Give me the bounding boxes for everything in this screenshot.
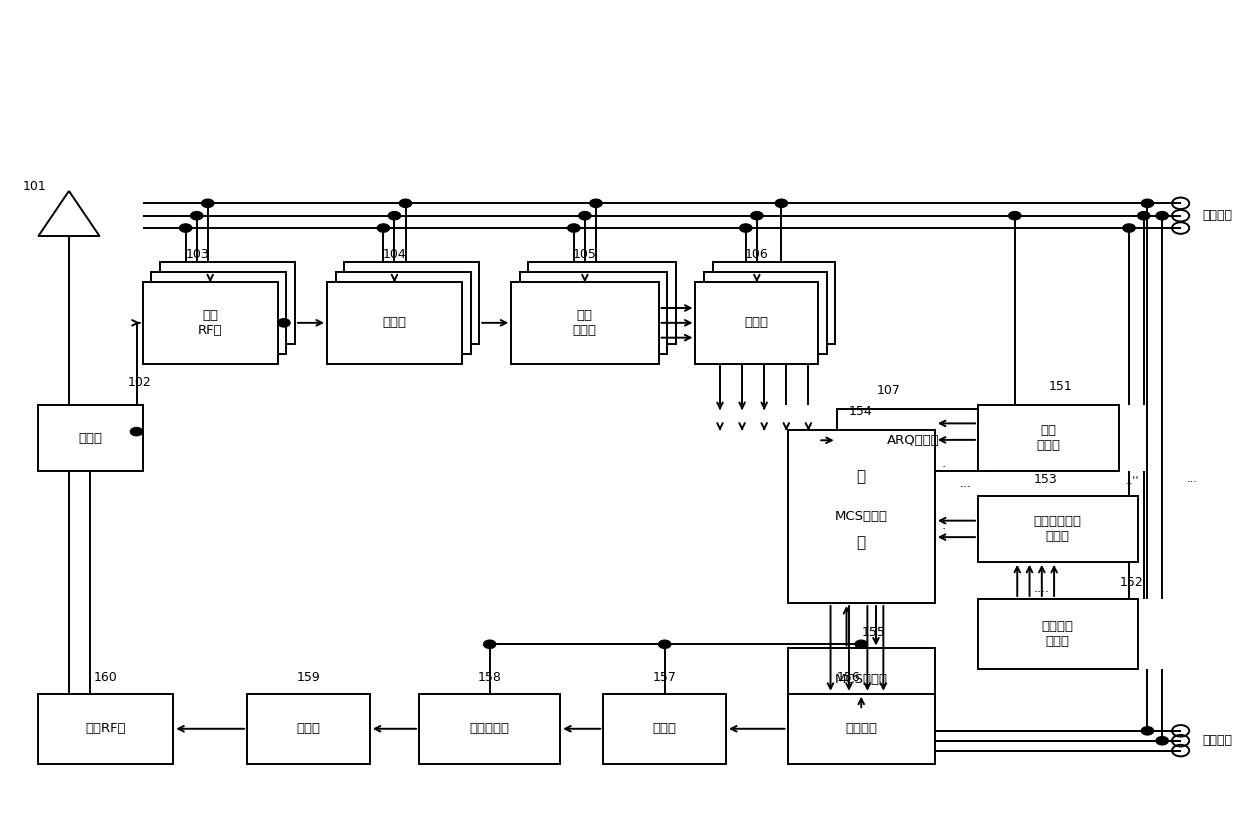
Text: ..'': ..'' (1126, 476, 1138, 486)
Bar (520, 272, 667, 354)
Bar (528, 262, 676, 344)
Circle shape (1137, 212, 1149, 220)
Text: 156: 156 (837, 671, 861, 684)
Text: :: : (941, 461, 945, 475)
Text: MCS选择表: MCS选择表 (835, 673, 888, 686)
Bar (511, 282, 658, 364)
Circle shape (388, 212, 401, 220)
Bar (345, 262, 479, 344)
Bar (787, 430, 935, 603)
Text: 纠错编码部: 纠错编码部 (470, 722, 510, 735)
Circle shape (1008, 212, 1021, 220)
Text: 107: 107 (877, 384, 900, 397)
Text: 106: 106 (744, 248, 769, 261)
Circle shape (1156, 737, 1168, 745)
Text: 发送队列: 发送队列 (846, 722, 877, 735)
Text: 155: 155 (862, 625, 885, 638)
Text: 152: 152 (1120, 576, 1143, 589)
Bar (151, 272, 286, 354)
Bar (978, 599, 1137, 669)
Bar (604, 694, 727, 764)
Circle shape (191, 212, 203, 220)
Text: 共用器: 共用器 (78, 432, 103, 445)
Bar (143, 282, 278, 364)
Circle shape (377, 224, 389, 232)
Text: :: : (941, 519, 945, 532)
Circle shape (399, 199, 412, 208)
Bar (327, 282, 463, 364)
Text: 160: 160 (93, 671, 118, 684)
Text: 用户
判定部: 用户 判定部 (1037, 424, 1060, 452)
Text: 153: 153 (1033, 473, 1056, 486)
Bar (787, 694, 935, 764)
Text: ：: ： (857, 469, 866, 485)
Circle shape (278, 318, 290, 327)
Circle shape (1156, 212, 1168, 220)
Bar (696, 282, 818, 364)
Text: 服务类别
判定部: 服务类别 判定部 (1042, 620, 1074, 648)
Bar (978, 405, 1120, 471)
Text: 解调部: 解调部 (382, 317, 407, 329)
Circle shape (590, 199, 603, 208)
Circle shape (856, 640, 868, 648)
Text: 154: 154 (849, 404, 873, 418)
Circle shape (775, 199, 787, 208)
Bar (38, 694, 174, 764)
Bar (38, 405, 143, 471)
Circle shape (750, 212, 763, 220)
Circle shape (202, 199, 213, 208)
Text: ...: ... (960, 477, 972, 490)
Text: 接收信号: 接收信号 (1203, 209, 1233, 222)
Text: 复用部: 复用部 (652, 722, 677, 735)
Circle shape (130, 428, 143, 436)
Bar (160, 262, 295, 344)
Bar (713, 262, 836, 344)
Circle shape (658, 640, 671, 648)
Text: 158: 158 (477, 671, 501, 684)
Bar (336, 272, 471, 354)
Text: 105: 105 (573, 248, 596, 261)
Circle shape (180, 224, 192, 232)
Circle shape (1123, 224, 1135, 232)
Text: 分离部: 分离部 (745, 317, 769, 329)
Text: 发送信号: 发送信号 (1203, 734, 1233, 748)
Text: ...: ... (1187, 475, 1198, 485)
Bar (704, 272, 827, 354)
Text: 103: 103 (186, 248, 210, 261)
Circle shape (1141, 199, 1153, 208)
Bar (787, 648, 935, 710)
Text: MCS选择部: MCS选择部 (835, 510, 888, 523)
Text: 发送RF部: 发送RF部 (86, 722, 126, 735)
Text: 102: 102 (128, 375, 151, 389)
Text: 151: 151 (1049, 380, 1073, 393)
Circle shape (739, 224, 751, 232)
Text: 纠错
解码部: 纠错 解码部 (573, 308, 596, 337)
Circle shape (579, 212, 591, 220)
Bar (978, 496, 1137, 562)
Bar (419, 694, 560, 764)
Text: 接收
RF部: 接收 RF部 (198, 308, 222, 337)
Text: 159: 159 (296, 671, 320, 684)
Text: 157: 157 (652, 671, 676, 684)
Text: ：: ： (857, 535, 866, 550)
Text: ARQ控制部: ARQ控制部 (887, 434, 940, 447)
Circle shape (484, 640, 496, 648)
Text: 101: 101 (22, 180, 46, 194)
Text: ....: .... (1034, 582, 1050, 595)
Circle shape (568, 224, 580, 232)
Circle shape (1141, 727, 1153, 735)
Text: 调制部: 调制部 (296, 722, 320, 735)
Bar (837, 409, 991, 471)
Text: 104: 104 (382, 248, 405, 261)
Text: 最多重发次数
设定部: 最多重发次数 设定部 (1034, 515, 1081, 543)
Bar (247, 694, 370, 764)
